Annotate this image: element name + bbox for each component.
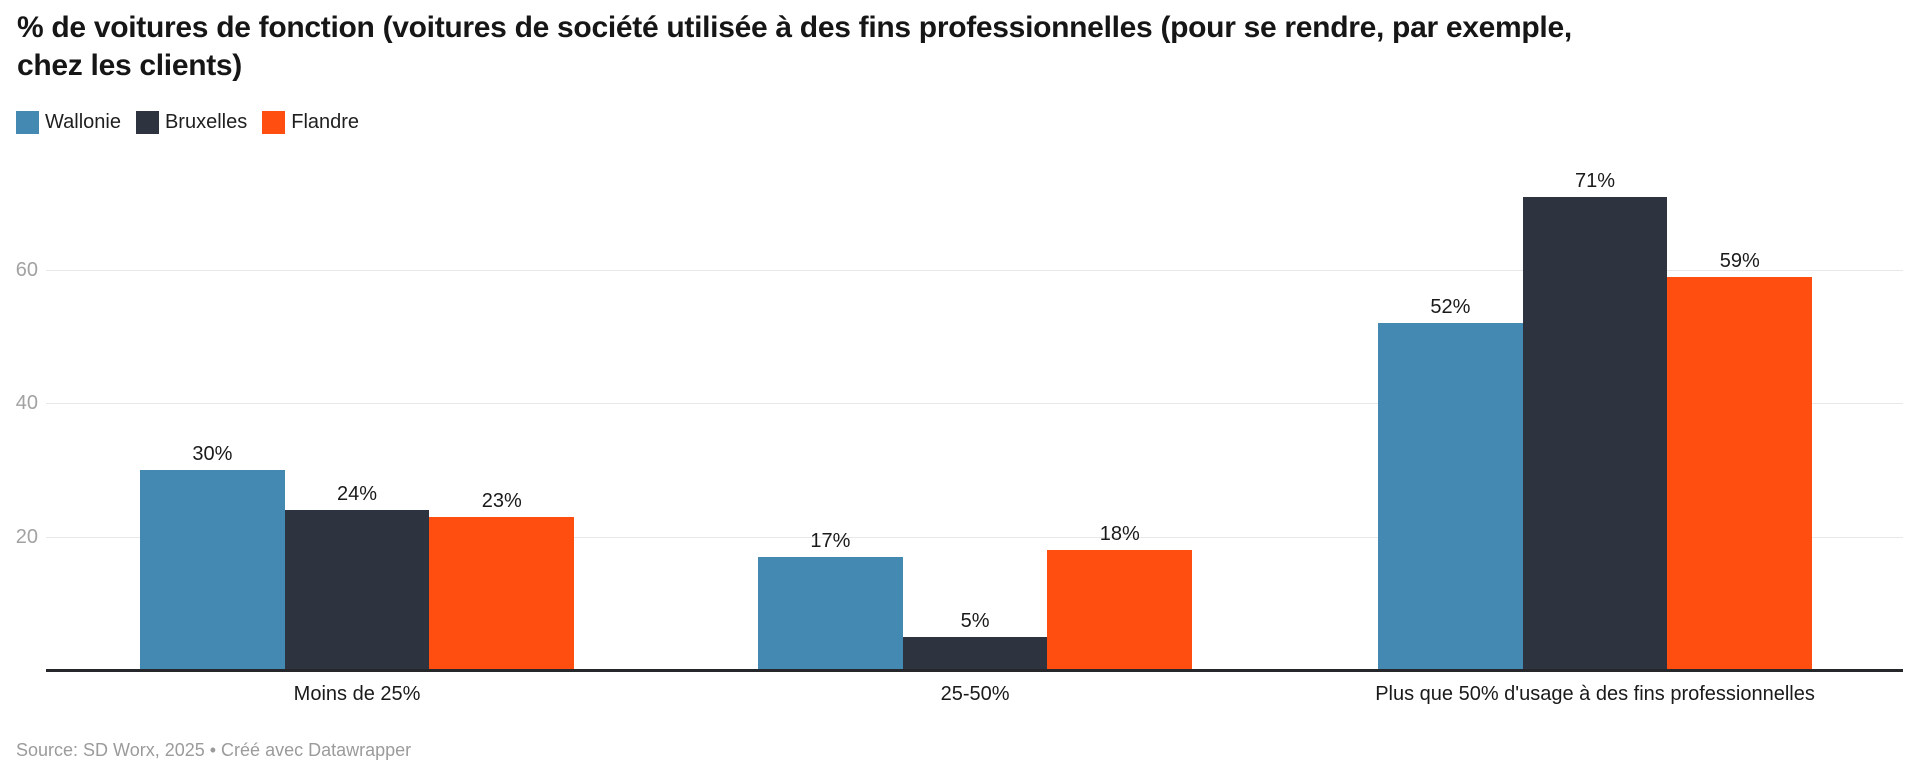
bar-wallonie-moins-de-25-[interactable] xyxy=(140,470,285,670)
value-label-flandre-plus-que-50-d-usage-a-des-fins-professionnelles: 59% xyxy=(1719,249,1760,272)
x-axis-category-label: Moins de 25% xyxy=(293,683,421,705)
y-axis-tick-label: 20 xyxy=(15,525,38,548)
bar-bruxelles-plus-que-50-d-usage-a-des-fins-professionnelles[interactable] xyxy=(1522,196,1668,670)
y-axis-tick-label: 40 xyxy=(15,392,38,415)
bar-flandre-25-50-[interactable] xyxy=(1047,550,1193,670)
bar-flandre-plus-que-50-d-usage-a-des-fins-professionnelles[interactable] xyxy=(1667,276,1813,670)
chart-title: % de voitures de fonction (voitures de s… xyxy=(17,11,1572,82)
legend-swatch-icon xyxy=(262,111,286,134)
x-axis-baseline xyxy=(46,669,1903,672)
value-label-flandre-moins-de-25-: 23% xyxy=(481,489,522,512)
legend-label: Flandre xyxy=(291,111,360,133)
legend-item-bruxelles: Bruxelles xyxy=(135,111,248,134)
legend-item-flandre: Flandre xyxy=(262,111,359,134)
value-label-flandre-25-50-: 18% xyxy=(1099,523,1140,545)
legend-label: Bruxelles xyxy=(164,111,248,133)
value-label-wallonie-plus-que-50-d-usage-a-des-fins-professionnelles: 52% xyxy=(1430,296,1471,319)
legend-label: Wallonie xyxy=(45,111,121,133)
value-label-bruxelles-25-50-: 5% xyxy=(960,609,990,632)
gridline-40 xyxy=(46,403,1903,405)
gridline-20 xyxy=(46,536,1903,538)
value-label-bruxelles-moins-de-25-: 24% xyxy=(337,483,378,505)
value-label-wallonie-25-50-: 17% xyxy=(810,529,851,552)
bar-flandre-moins-de-25-[interactable] xyxy=(429,516,575,670)
bar-wallonie-plus-que-50-d-usage-a-des-fins-professionnelles[interactable] xyxy=(1378,323,1523,670)
legend-swatch-icon xyxy=(135,111,159,134)
x-axis-category-label: Plus que 50% d'usage à des fins professi… xyxy=(1375,683,1815,705)
legend-item-wallonie: Wallonie xyxy=(16,111,121,134)
legend: Wallonie Bruxelles Flandre xyxy=(16,111,359,134)
source-note: Source: SD Worx, 2025 • Créé avec Datawr… xyxy=(16,740,412,760)
y-axis-tick-label: 60 xyxy=(15,259,38,281)
gridline-60 xyxy=(46,270,1903,271)
x-axis-category-label: 25-50% xyxy=(940,683,1010,705)
bar-wallonie-25-50-[interactable] xyxy=(758,556,903,670)
bar-bruxelles-25-50-[interactable] xyxy=(902,636,1048,670)
value-label-wallonie-moins-de-25-: 30% xyxy=(192,443,233,465)
bar-bruxelles-moins-de-25-[interactable] xyxy=(284,510,430,670)
legend-swatch-icon xyxy=(16,111,39,134)
value-label-bruxelles-plus-que-50-d-usage-a-des-fins-professionnelles: 71% xyxy=(1575,169,1616,192)
